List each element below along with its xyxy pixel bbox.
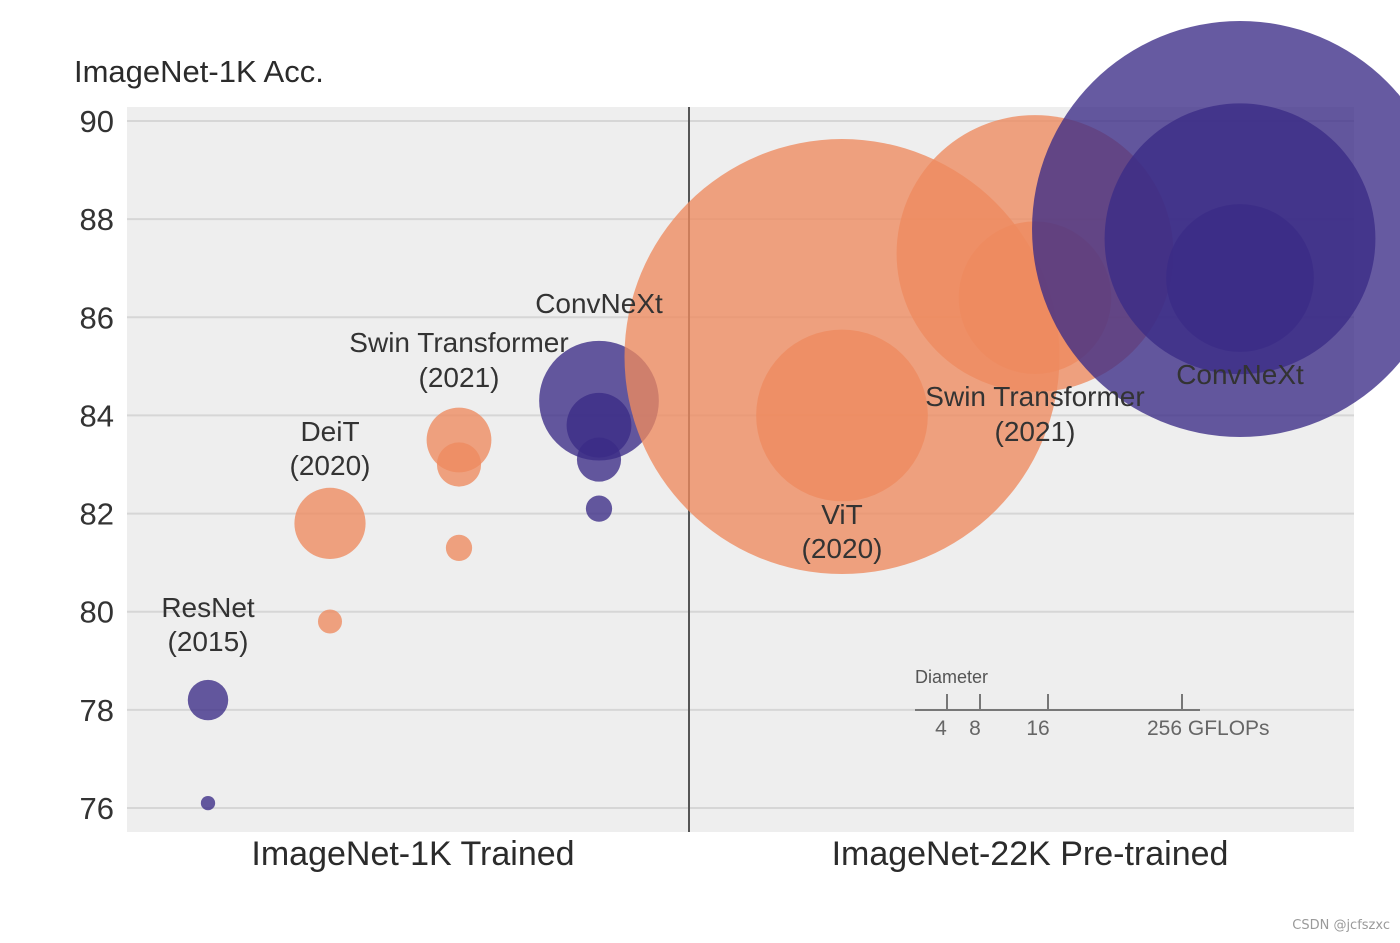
y-tick-label: 80 <box>80 595 114 630</box>
size-legend-label: 4 <box>935 717 947 740</box>
watermark: CSDN @jcfszxc <box>1292 918 1390 933</box>
y-tick-label: 76 <box>80 791 114 826</box>
bubble-resnet <box>200 795 216 811</box>
size-legend-label: 16 <box>1026 717 1049 740</box>
y-tick-label: 90 <box>80 104 114 139</box>
bubble-swin-transformer <box>445 534 473 562</box>
y-tick-label: 84 <box>80 398 114 433</box>
bubble-convnext <box>576 437 622 482</box>
bubble-convnext <box>1166 204 1314 352</box>
label-vit-year: (2020) <box>802 533 883 564</box>
size-legend-label: 8 <box>969 717 981 740</box>
label-swin-22k-year: (2021) <box>995 416 1076 447</box>
label-convnext-1k-name: ConvNeXt <box>535 288 663 319</box>
bubble-vit <box>756 329 928 502</box>
section-label-1k: ImageNet-1K Trained <box>251 835 574 873</box>
label-swin-1k-year: (2021) <box>419 362 500 393</box>
label-swin-22k-name: Swin Transformer <box>925 381 1144 412</box>
bubble-resnet <box>187 679 229 721</box>
y-tick-label: 82 <box>80 497 114 532</box>
y-tick-label: 88 <box>80 202 114 237</box>
label-resnet-name: ResNet <box>161 592 255 623</box>
y-tick-label: 86 <box>80 300 114 335</box>
label-vit-name: ViT <box>821 499 863 530</box>
y-tick-label: 78 <box>80 693 114 728</box>
bubble-deit <box>294 487 366 559</box>
bubbles <box>187 21 1400 811</box>
label-deit-year: (2020) <box>290 450 371 481</box>
label-swin-1k-name: Swin Transformer <box>349 327 568 358</box>
section-label-22k: ImageNet-22K Pre-trained <box>832 835 1229 873</box>
size-legend-title: Diameter <box>915 667 988 687</box>
size-legend: Diameter 4 8 16 256 GFLOPs <box>915 667 1270 740</box>
bubble-swin-transformer <box>436 442 482 487</box>
bubble-convnext <box>585 495 613 522</box>
label-deit-name: DeiT <box>300 416 359 447</box>
bubble-convnext <box>566 392 632 458</box>
size-legend-label: 256 GFLOPs <box>1147 717 1270 740</box>
y-axis-title: ImageNet-1K Acc. <box>74 54 324 89</box>
label-resnet-year: (2015) <box>168 626 249 657</box>
label-convnext-22k-name: ConvNeXt <box>1176 359 1304 390</box>
bubble-deit <box>317 609 343 634</box>
y-tick-labels: 76 78 80 82 84 86 88 90 <box>80 104 114 826</box>
